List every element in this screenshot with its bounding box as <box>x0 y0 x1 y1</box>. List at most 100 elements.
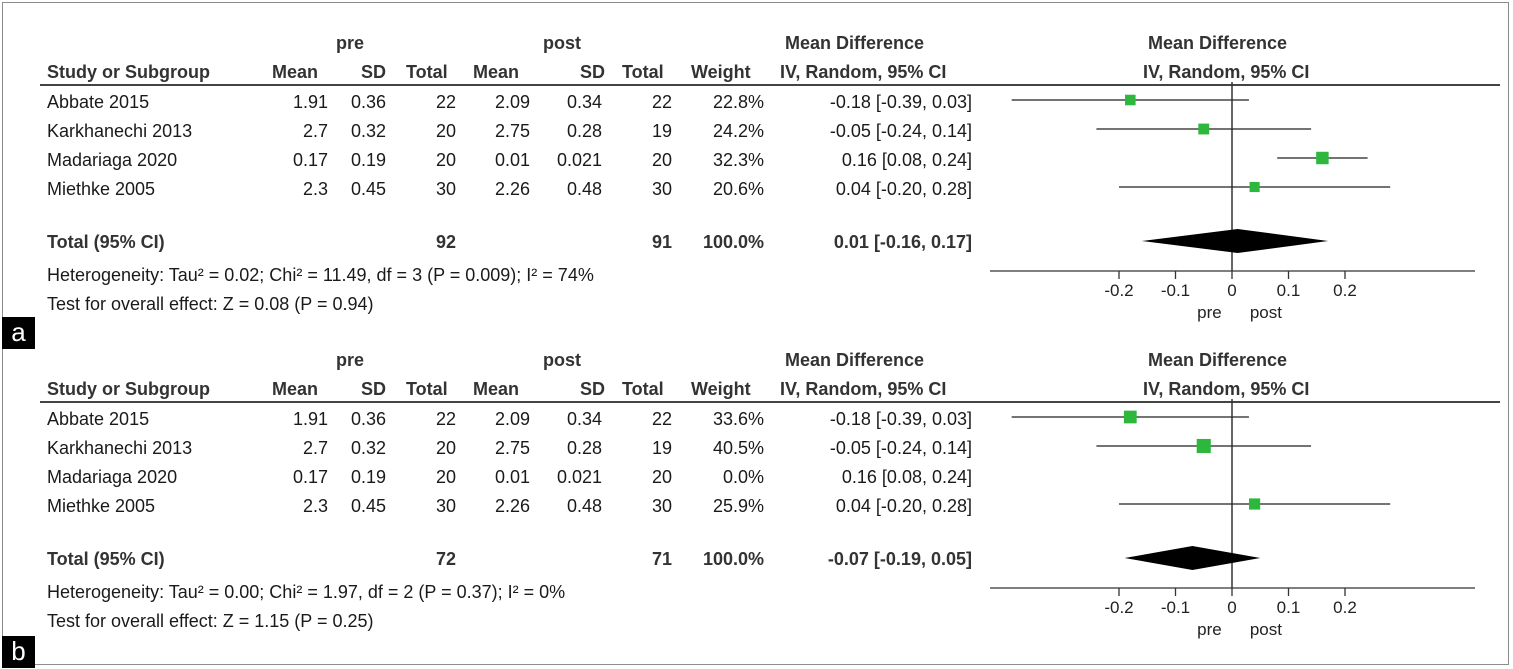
col-post-total: Total <box>622 379 664 399</box>
post-mean: 2.09 <box>494 409 530 429</box>
post-sd: 0.021 <box>556 467 602 487</box>
pre-sd: 0.32 <box>350 121 386 141</box>
col-md-ci: IV, Random, 95% CI <box>780 379 947 399</box>
study-name: Abbate 2015 <box>47 92 150 112</box>
study-marker <box>1198 123 1210 135</box>
header-rule <box>40 401 1500 403</box>
pre-total-sum: 72 <box>435 549 456 569</box>
md-ci: 0.04 [-0.20, 0.28] <box>835 179 972 199</box>
pre-sd: 0.19 <box>350 150 386 170</box>
col-post-total: Total <box>622 62 664 82</box>
pre-total: 30 <box>435 496 456 516</box>
post-total: 19 <box>651 438 672 458</box>
x-tick-label: 0.1 <box>1277 281 1301 300</box>
x-tick-label: -0.1 <box>1161 598 1190 617</box>
post-mean: 0.01 <box>494 150 530 170</box>
total-ci: 0.01 [-0.16, 0.17] <box>833 232 972 252</box>
pre-total: 20 <box>435 121 456 141</box>
col-study: Study or Subgroup <box>47 379 210 399</box>
weight: 22.8% <box>712 92 764 112</box>
post-total: 30 <box>651 179 672 199</box>
post-sd: 0.021 <box>556 150 602 170</box>
post-mean: 2.75 <box>494 438 530 458</box>
total-label: Total (95% CI) <box>47 232 165 252</box>
header-rule <box>40 84 1500 86</box>
pre-group-header: pre <box>336 350 365 370</box>
pre-mean: 2.3 <box>302 179 328 199</box>
post-mean: 2.26 <box>494 179 530 199</box>
weight: 20.6% <box>712 179 764 199</box>
pre-total: 20 <box>435 467 456 487</box>
col-post-mean: Mean <box>473 379 520 399</box>
post-sd: 0.28 <box>566 438 602 458</box>
x-tick-label: 0 <box>1227 281 1236 300</box>
weight: 25.9% <box>712 496 764 516</box>
pre-mean: 0.17 <box>292 467 328 487</box>
total-weight: 100.0% <box>702 549 764 569</box>
study-name: Madariaga 2020 <box>47 467 178 487</box>
col-pre-total: Total <box>406 379 448 399</box>
study-name: Abbate 2015 <box>47 409 150 429</box>
md-title: Mean Difference <box>785 33 925 53</box>
study-marker <box>1196 438 1211 454</box>
post-total: 19 <box>651 121 672 141</box>
study-name: Karkhanechi 2013 <box>47 438 193 458</box>
study-marker <box>1125 94 1136 106</box>
pooled-diamond <box>1141 229 1329 253</box>
post-sd: 0.28 <box>566 121 602 141</box>
axis-left-label: pre <box>1197 303 1222 322</box>
md-ci: -0.05 [-0.24, 0.14] <box>829 121 972 141</box>
col-pre-total: Total <box>406 62 448 82</box>
pre-total: 20 <box>435 438 456 458</box>
post-mean: 0.01 <box>494 467 530 487</box>
panel-label-a: a <box>2 317 35 349</box>
col-pre-mean: Mean <box>272 379 319 399</box>
axis-right-label: post <box>1250 303 1282 322</box>
plot-md-title: Mean Difference <box>1148 33 1288 53</box>
x-tick-label: 0.1 <box>1277 598 1301 617</box>
pre-group-header: pre <box>336 33 365 53</box>
post-sd: 0.34 <box>566 92 602 112</box>
md-ci: 0.16 [0.08, 0.24] <box>841 467 972 487</box>
forest-panel-a: pre post Mean Difference Mean Difference… <box>0 0 1513 322</box>
pre-mean: 1.91 <box>292 409 328 429</box>
pre-mean: 2.7 <box>302 438 328 458</box>
post-total-sum: 71 <box>651 549 672 569</box>
post-group-header: post <box>543 350 581 370</box>
weight: 0.0% <box>722 467 764 487</box>
post-group-header: post <box>543 33 581 53</box>
pre-sd: 0.45 <box>350 496 386 516</box>
post-sd: 0.34 <box>566 409 602 429</box>
overall-effect-text: Test for overall effect: Z = 0.08 (P = 0… <box>47 294 374 314</box>
pre-sd: 0.36 <box>350 92 386 112</box>
pre-total: 22 <box>435 92 456 112</box>
post-total: 22 <box>651 409 672 429</box>
col-pre-mean: Mean <box>272 62 319 82</box>
pre-mean: 2.7 <box>302 121 328 141</box>
x-tick-label: 0 <box>1227 598 1236 617</box>
forest-panel-b: pre post Mean Difference Mean Difference… <box>0 317 1513 639</box>
post-total-sum: 91 <box>651 232 672 252</box>
pre-total: 22 <box>435 409 456 429</box>
pre-total: 30 <box>435 179 456 199</box>
weight: 32.3% <box>712 150 764 170</box>
pre-sd: 0.36 <box>350 409 386 429</box>
pre-total-sum: 92 <box>435 232 456 252</box>
post-total: 22 <box>651 92 672 112</box>
col-md-ci: IV, Random, 95% CI <box>780 62 947 82</box>
pre-sd: 0.45 <box>350 179 386 199</box>
axis-left-label: pre <box>1197 620 1222 639</box>
pre-sd: 0.19 <box>350 467 386 487</box>
md-ci: 0.04 [-0.20, 0.28] <box>835 496 972 516</box>
md-ci: -0.18 [-0.39, 0.03] <box>829 92 972 112</box>
study-marker <box>1249 498 1261 510</box>
weight: 40.5% <box>712 438 764 458</box>
total-ci: -0.07 [-0.19, 0.05] <box>827 549 972 569</box>
x-tick-label: -0.2 <box>1104 598 1133 617</box>
pre-mean: 1.91 <box>292 92 328 112</box>
col-weight: Weight <box>691 62 751 82</box>
post-total: 20 <box>651 467 672 487</box>
forest-plot-a: -0.2 -0.1 0 0.1 0.2 pre post <box>990 82 1475 322</box>
col-post-mean: Mean <box>473 62 520 82</box>
md-title: Mean Difference <box>785 350 925 370</box>
